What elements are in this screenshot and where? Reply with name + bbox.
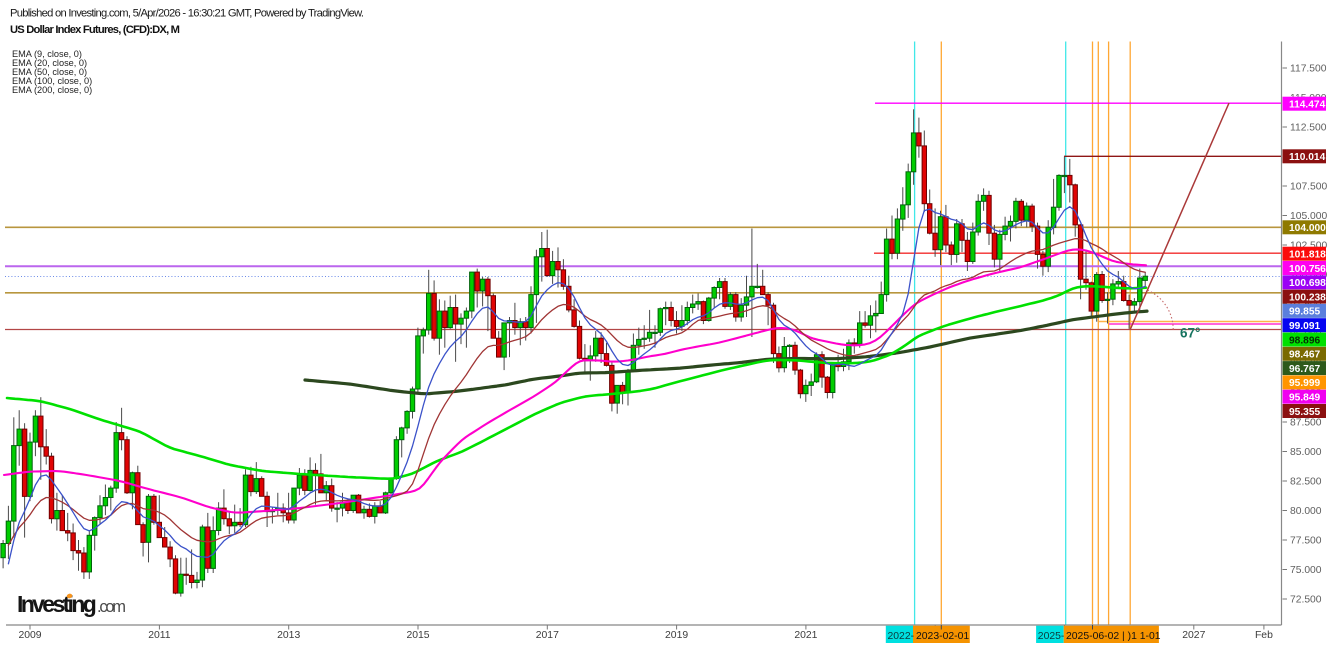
svg-text:2009: 2009 <box>18 630 41 641</box>
svg-text:EMA (9, close, 0): EMA (9, close, 0) <box>12 49 82 59</box>
svg-text:87.500: 87.500 <box>1290 418 1322 429</box>
svg-text:2025-06-02 | )1 1-01: 2025-06-02 | )1 1-01 <box>1066 631 1161 642</box>
svg-text:Published on Investing.com, 5/: Published on Investing.com, 5/Apr/2026 -… <box>10 8 364 20</box>
svg-text:98.467: 98.467 <box>1289 350 1320 361</box>
svg-text:EMA (20, close, 0): EMA (20, close, 0) <box>12 58 87 68</box>
svg-text:107.500: 107.500 <box>1290 182 1327 193</box>
svg-text:US Dollar Index Futures, (CFD): US Dollar Index Futures, (CFD):DX, M <box>10 24 180 36</box>
svg-text:99.091: 99.091 <box>1289 321 1320 332</box>
svg-text:EMA (100, close, 0): EMA (100, close, 0) <box>12 76 92 86</box>
svg-text:2015: 2015 <box>406 630 429 641</box>
svg-text:2023-02-01: 2023-02-01 <box>916 631 969 642</box>
svg-text:2025-: 2025- <box>1038 631 1065 642</box>
svg-text:2027: 2027 <box>1182 630 1205 641</box>
svg-text:Investing: Investing <box>17 591 96 617</box>
svg-text:95.355: 95.355 <box>1289 407 1320 418</box>
svg-text:100.756: 100.756 <box>1289 264 1326 275</box>
svg-text:2022-: 2022- <box>888 631 915 642</box>
svg-text:110.014: 110.014 <box>1289 152 1326 163</box>
svg-text:.com: .com <box>97 598 126 616</box>
svg-text:100.238: 100.238 <box>1289 292 1326 303</box>
svg-text:105.000: 105.000 <box>1290 211 1327 222</box>
svg-text:2011: 2011 <box>148 630 171 641</box>
svg-text:75.000: 75.000 <box>1290 565 1322 576</box>
svg-text:117.500: 117.500 <box>1290 64 1327 75</box>
svg-text:EMA (200, close, 0): EMA (200, close, 0) <box>12 85 92 95</box>
svg-text:99.855: 99.855 <box>1289 307 1320 318</box>
svg-text:98.896: 98.896 <box>1289 335 1320 346</box>
svg-text:EMA (50, close, 0): EMA (50, close, 0) <box>12 67 87 77</box>
svg-text:100.698: 100.698 <box>1289 278 1326 289</box>
svg-text:102.500: 102.500 <box>1290 241 1327 252</box>
svg-text:101.818: 101.818 <box>1289 250 1326 261</box>
svg-text:104.000: 104.000 <box>1289 223 1326 234</box>
svg-text:96.767: 96.767 <box>1289 364 1320 375</box>
svg-text:67°: 67° <box>1180 326 1200 341</box>
svg-text:80.000: 80.000 <box>1290 506 1322 517</box>
svg-text:112.500: 112.500 <box>1290 123 1327 134</box>
svg-text:77.500: 77.500 <box>1290 536 1322 547</box>
svg-text:Feb: Feb <box>1255 630 1273 641</box>
svg-text:82.500: 82.500 <box>1290 477 1322 488</box>
svg-text:2013: 2013 <box>277 630 300 641</box>
svg-text:2021: 2021 <box>794 630 817 641</box>
svg-text:95.849: 95.849 <box>1289 393 1320 404</box>
svg-text:72.500: 72.500 <box>1290 595 1322 606</box>
svg-text:2017: 2017 <box>536 630 559 641</box>
svg-text:2019: 2019 <box>665 630 688 641</box>
svg-text:95.999: 95.999 <box>1289 378 1320 389</box>
svg-text:114.474: 114.474 <box>1289 100 1326 111</box>
svg-text:85.000: 85.000 <box>1290 447 1322 458</box>
